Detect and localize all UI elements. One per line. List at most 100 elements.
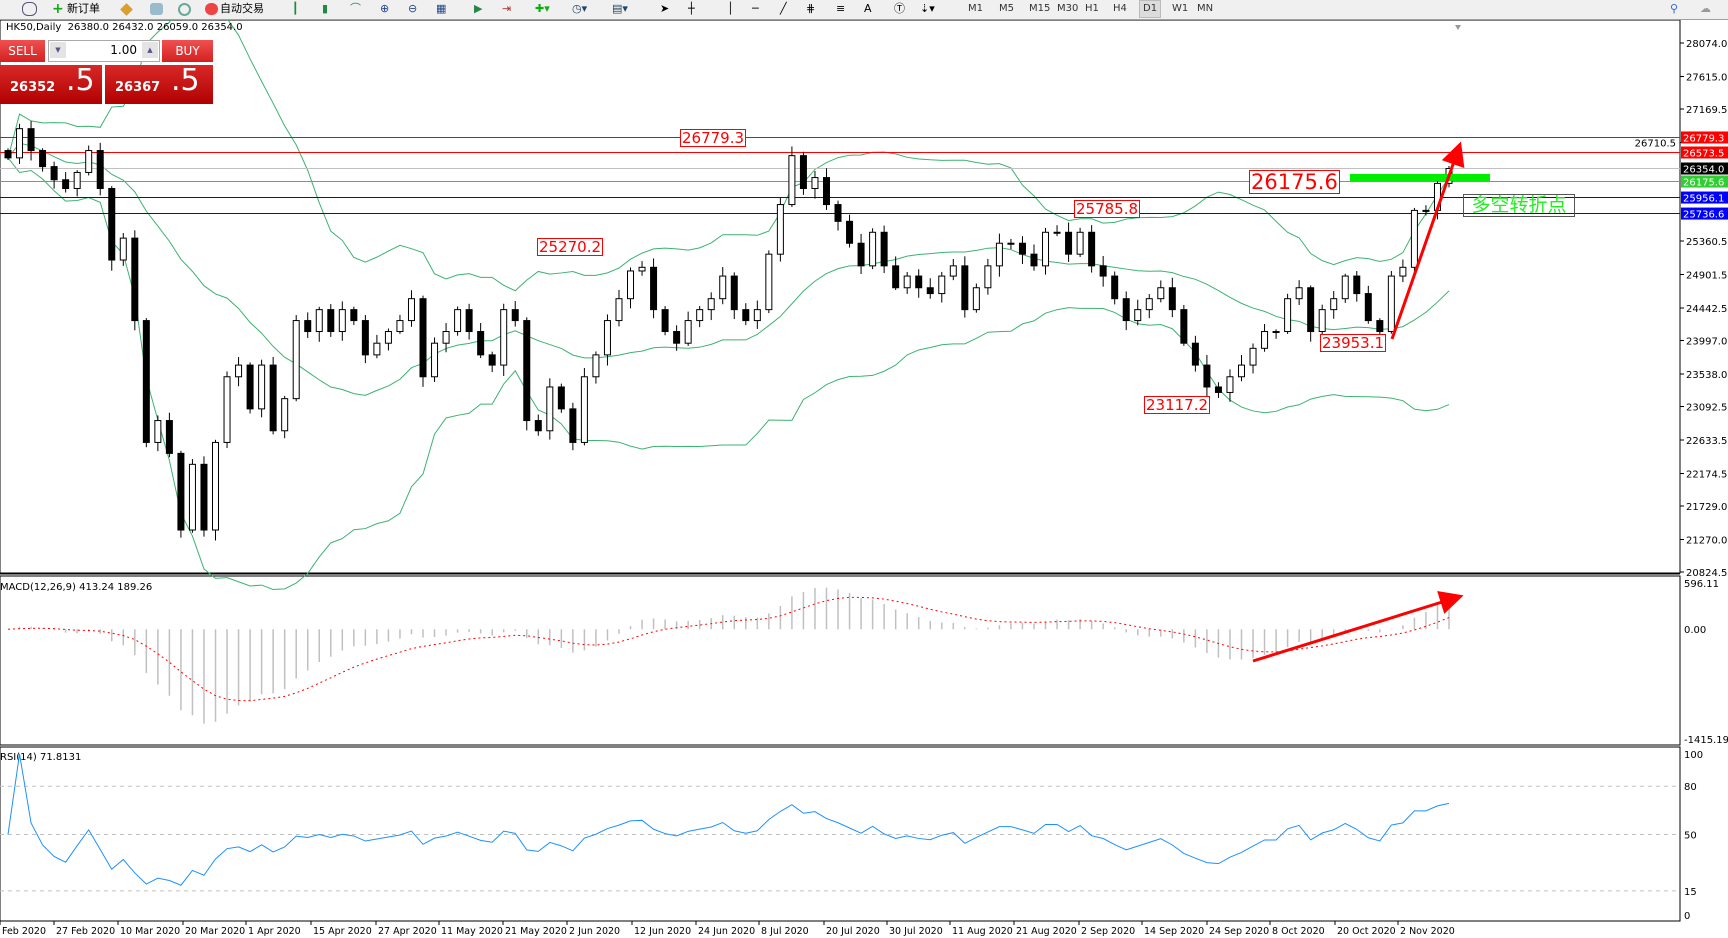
- candle: [1249, 347, 1257, 366]
- rsi-title: RSI(14) 71.8131: [0, 752, 81, 763]
- candle: [315, 309, 323, 333]
- navigator-icon[interactable]: [150, 1, 165, 17]
- candle: [465, 309, 473, 333]
- zoom-out-icon[interactable]: ⊖: [408, 2, 418, 15]
- bar-chart-icon[interactable]: ┃: [292, 2, 299, 15]
- candle: [534, 420, 542, 432]
- macd-tick-label: 596.11: [1684, 579, 1719, 590]
- crosshair-icon[interactable]: ┼: [688, 2, 695, 15]
- candle: [984, 265, 992, 289]
- pivot-bar[interactable]: [1350, 174, 1490, 181]
- price-label-low[interactable]: 23953.1: [1320, 334, 1387, 352]
- fibonacci-fan-icon[interactable]: ≡: [836, 2, 846, 15]
- candle: [431, 342, 439, 378]
- price-tag: [1681, 191, 1728, 204]
- trendline-icon[interactable]: ╱: [780, 2, 787, 15]
- candle: [627, 270, 635, 300]
- timeframe-m5[interactable]: M5: [999, 3, 1014, 14]
- text-icon[interactable]: A: [864, 2, 872, 15]
- indicators-icon[interactable]: ✚▾: [535, 2, 550, 15]
- candlestick-icon[interactable]: ▮: [322, 2, 329, 15]
- candle: [1353, 275, 1361, 295]
- profile-icon[interactable]: [22, 1, 39, 17]
- lot-size-stepper[interactable]: ▼ 1.00 ▲: [48, 40, 160, 62]
- search-icon[interactable]: ⚲: [1670, 2, 1679, 15]
- candle: [396, 320, 404, 333]
- sell-button[interactable]: SELL: [0, 40, 45, 62]
- shift-marker-icon[interactable]: [1455, 25, 1461, 30]
- fibonacci-icon[interactable]: ⋕: [806, 2, 816, 15]
- candle: [719, 275, 727, 300]
- candle: [258, 364, 266, 410]
- periods-icon[interactable]: ◷▾: [572, 2, 588, 15]
- candle: [799, 155, 807, 190]
- candle: [442, 331, 450, 344]
- timeframe-m1[interactable]: M1: [968, 3, 983, 14]
- new-order-button[interactable]: + 新订单: [52, 1, 100, 17]
- candle: [212, 441, 220, 531]
- horizontal-line-icon[interactable]: ─: [752, 2, 759, 15]
- toolbar: + 新订单 自动交易 ┃ ▮ ⌒ ⊕ ⊖ ▦ ▶ ⇥ ✚▾ ◷▾ ▤▾ ➤ ┼ │…: [0, 0, 1728, 20]
- price-label[interactable]: 25270.2: [537, 238, 604, 256]
- candle: [869, 231, 877, 267]
- timeframe-m15[interactable]: M15: [1029, 3, 1051, 14]
- chart-canvas[interactable]: 28074.0 27615.0 27169.5 26710.5 25360.5 24901…: [0, 20, 1728, 938]
- label-icon[interactable]: Ⓣ: [894, 2, 905, 15]
- candle: [188, 463, 196, 531]
- candle: [903, 275, 911, 289]
- candle: [1214, 386, 1222, 393]
- candle: [281, 398, 289, 432]
- candle: [1007, 242, 1015, 245]
- lot-size-input[interactable]: 1.00: [110, 43, 137, 57]
- market-watch-icon[interactable]: [120, 1, 133, 17]
- candle: [765, 253, 773, 311]
- candle: [776, 204, 784, 255]
- line-chart-icon[interactable]: ⌒: [350, 2, 361, 15]
- candle: [200, 463, 208, 531]
- chart-shift-icon[interactable]: ⇥: [502, 2, 512, 15]
- candle: [684, 320, 692, 344]
- cursor-icon[interactable]: ➤: [660, 2, 670, 15]
- price-label-pivot[interactable]: 26175.6: [1249, 170, 1340, 194]
- lot-increase-button[interactable]: ▲: [142, 42, 158, 58]
- x-tick-label: Feb 2020: [2, 926, 46, 937]
- candle: [603, 320, 611, 356]
- timeframe-m30[interactable]: M30: [1057, 3, 1079, 14]
- pivot-text-label[interactable]: 多空转折点: [1463, 194, 1575, 217]
- chat-icon[interactable]: ☁: [1700, 2, 1711, 15]
- autoscroll-icon[interactable]: ▶: [474, 2, 483, 15]
- timeframe-h4[interactable]: H4: [1113, 3, 1127, 14]
- buy-price[interactable]: 26367 .5: [105, 63, 213, 104]
- timeframe-d1[interactable]: D1: [1139, 0, 1162, 18]
- candle: [1422, 209, 1430, 212]
- tile-icon[interactable]: ▦: [436, 2, 447, 15]
- lot-decrease-button[interactable]: ▼: [50, 42, 66, 58]
- signals-icon[interactable]: [178, 1, 193, 17]
- y-tick-label: 28074.0: [1686, 39, 1727, 50]
- candle: [557, 386, 565, 410]
- sell-price[interactable]: 26352 .5: [0, 63, 102, 104]
- candle: [27, 128, 35, 152]
- zoom-in-icon[interactable]: ⊕: [380, 2, 390, 15]
- candle: [223, 376, 231, 443]
- timeframe-h1[interactable]: H1: [1085, 3, 1099, 14]
- candle: [1088, 231, 1096, 267]
- price-label-high[interactable]: 26779.3: [680, 129, 747, 147]
- sell-price-main: 26352: [10, 80, 56, 95]
- price-label-low[interactable]: 23117.2: [1144, 396, 1211, 414]
- candle: [1053, 231, 1061, 234]
- buy-button[interactable]: BUY: [162, 40, 213, 62]
- timeframe-mn[interactable]: MN: [1197, 3, 1214, 14]
- price-label[interactable]: 25785.8: [1074, 200, 1141, 218]
- arrows-icon[interactable]: ⇣▾: [920, 2, 935, 15]
- price-tag-label: 26175.6: [1683, 178, 1724, 189]
- macd-signal-line: [7, 596, 1450, 702]
- timeframe-w1[interactable]: W1: [1172, 3, 1189, 14]
- macd-trend-arrow[interactable]: [1252, 591, 1464, 663]
- candle: [235, 364, 243, 378]
- templates-icon[interactable]: ▤▾: [612, 2, 628, 15]
- candle: [338, 309, 346, 333]
- vertical-line-icon[interactable]: │: [727, 2, 734, 15]
- auto-trading-button[interactable]: 自动交易: [205, 1, 264, 17]
- trend-arrow[interactable]: [1390, 141, 1465, 340]
